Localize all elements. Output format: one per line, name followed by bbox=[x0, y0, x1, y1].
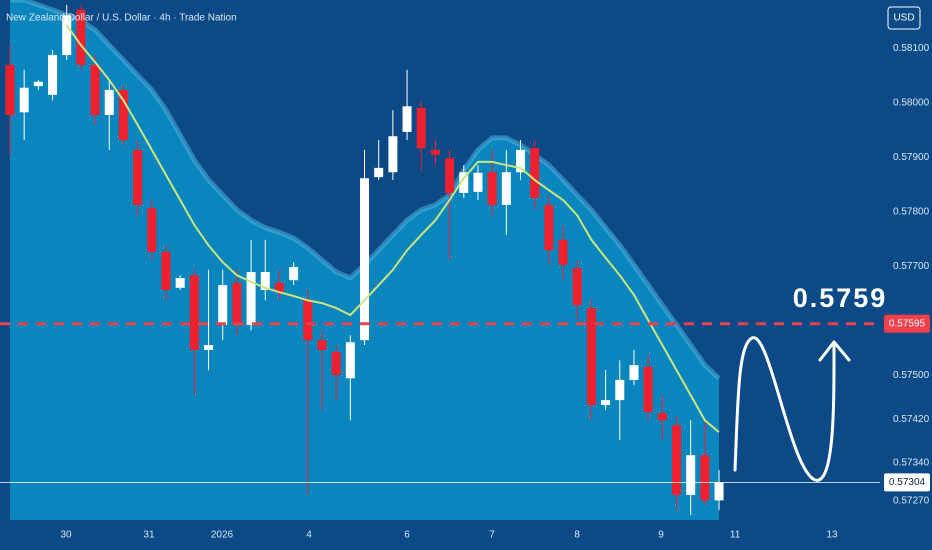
y-tick-label: 0.57270 bbox=[893, 496, 930, 507]
x-tick-label: 11 bbox=[730, 530, 741, 541]
chart-title: New Zealand Dollar / U.S. Dollar · 4h · … bbox=[6, 13, 237, 24]
candle-body bbox=[643, 366, 653, 413]
currency-label[interactable]: USD bbox=[893, 13, 914, 24]
candle-body bbox=[62, 15, 72, 56]
candle-body bbox=[700, 455, 710, 501]
candle-body bbox=[232, 282, 242, 325]
y-tick-label: 0.57420 bbox=[893, 414, 930, 425]
moving-average bbox=[65, 24, 720, 433]
candle-body bbox=[274, 282, 284, 293]
x-tick-label: 31 bbox=[143, 530, 155, 541]
candle-body bbox=[317, 340, 327, 350]
candle-body bbox=[360, 178, 370, 341]
candle-body bbox=[303, 300, 313, 341]
candle-body bbox=[672, 425, 682, 495]
candle-body bbox=[487, 172, 497, 205]
candle-body bbox=[516, 149, 526, 173]
candle-body bbox=[19, 87, 29, 113]
candle-body bbox=[133, 149, 143, 205]
candle-body bbox=[289, 267, 299, 281]
price-label-box bbox=[884, 473, 930, 492]
candle-body bbox=[629, 365, 639, 380]
candle-body bbox=[615, 379, 625, 401]
candle-body bbox=[459, 172, 469, 193]
x-tick-label: 2026 bbox=[211, 530, 234, 541]
candle-body bbox=[161, 251, 171, 290]
candle-body bbox=[530, 148, 540, 198]
candle-body bbox=[104, 89, 114, 116]
candle-body bbox=[416, 107, 426, 149]
candle-body bbox=[147, 208, 157, 252]
candle-body bbox=[430, 149, 440, 155]
candle-body bbox=[473, 172, 483, 192]
x-tick-label: 13 bbox=[827, 530, 839, 541]
candle-body bbox=[657, 413, 667, 421]
candle-body bbox=[331, 352, 341, 376]
candle-body bbox=[118, 89, 128, 141]
candle-body bbox=[345, 342, 355, 379]
candle-body bbox=[544, 204, 554, 251]
x-tick-label: 30 bbox=[60, 530, 72, 541]
plot-area bbox=[5, 0, 724, 520]
annotation: 0.5759 bbox=[793, 283, 888, 313]
price-label: 0.57304 bbox=[889, 477, 926, 488]
x-tick-label: 8 bbox=[574, 530, 580, 541]
y-tick-label: 0.57700 bbox=[893, 261, 930, 272]
y-tick-label: 0.57900 bbox=[893, 152, 930, 163]
x-tick-label: 4 bbox=[306, 530, 312, 541]
candle-body bbox=[76, 9, 86, 65]
currency-button[interactable] bbox=[887, 6, 921, 30]
y-tick-label: 0.57500 bbox=[893, 370, 930, 381]
envelope-area bbox=[10, 0, 719, 520]
y-tick-label: 0.58100 bbox=[893, 43, 930, 54]
candle-body bbox=[5, 64, 15, 116]
candle-body bbox=[558, 239, 568, 265]
candle-body bbox=[260, 271, 270, 290]
candle-body bbox=[175, 277, 185, 288]
x-tick-label: 9 bbox=[658, 530, 664, 541]
candle-body bbox=[90, 64, 100, 116]
candle-body bbox=[686, 455, 696, 495]
candle-body bbox=[204, 345, 214, 350]
candle-body bbox=[189, 275, 199, 350]
x-tick-label: 6 bbox=[404, 530, 410, 541]
candle-body bbox=[218, 285, 228, 325]
candle-body bbox=[402, 106, 412, 132]
candle-body bbox=[586, 307, 596, 405]
price-label: 0.57595 bbox=[889, 318, 926, 329]
candle-body bbox=[572, 268, 582, 306]
candle-body bbox=[601, 400, 611, 405]
candle-body bbox=[374, 167, 384, 178]
candle-body bbox=[48, 55, 58, 95]
candle-body bbox=[388, 136, 398, 173]
y-tick-label: 0.57800 bbox=[893, 207, 930, 218]
candle-body bbox=[246, 271, 256, 325]
candle-body bbox=[714, 482, 724, 501]
x-tick-label: 7 bbox=[489, 530, 495, 541]
candle-body bbox=[501, 172, 511, 205]
price-label-box bbox=[884, 314, 930, 333]
y-tick-label: 0.58000 bbox=[893, 98, 930, 109]
candle-body bbox=[445, 158, 455, 193]
hand-drawn-arrow bbox=[733, 336, 851, 482]
y-tick-label: 0.57340 bbox=[893, 457, 930, 468]
candle-body bbox=[33, 81, 43, 87]
